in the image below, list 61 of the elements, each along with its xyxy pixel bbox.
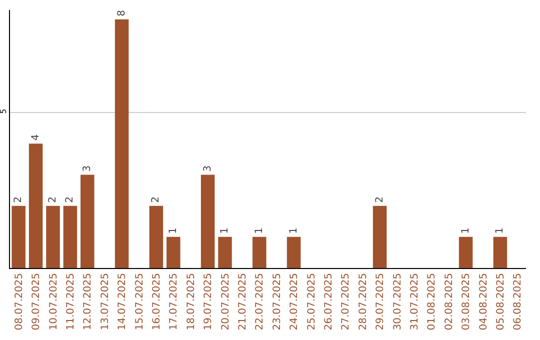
data-label: 8	[116, 10, 128, 16]
data-label: 3	[82, 165, 93, 172]
x-tick-label: 28.07.2025	[358, 273, 369, 330]
x-tick-label: 22.07.2025	[254, 273, 266, 330]
x-tick-label: 30.07.2025	[392, 273, 404, 330]
bar	[252, 236, 266, 268]
x-tick-label: 20.07.2025	[220, 273, 232, 330]
x-tick-label: 05.08.2025	[495, 273, 506, 330]
bar	[493, 236, 508, 268]
data-label: 1	[288, 228, 300, 234]
data-label: 2	[150, 196, 162, 203]
x-tick-label: 21.07.2025	[237, 273, 248, 330]
bar	[46, 206, 60, 268]
bar	[166, 236, 180, 268]
bar	[114, 19, 129, 268]
x-tick-label: 24.07.2025	[289, 273, 300, 330]
x-tick-label: 25.07.2025	[306, 273, 318, 330]
x-tick-label: 12.07.2025	[82, 273, 94, 330]
bar	[80, 174, 94, 268]
x-tick-label: 18.07.2025	[186, 273, 197, 330]
x-tick-label: 11.07.2025	[65, 273, 76, 330]
data-label: 2	[64, 196, 76, 203]
x-tick-label: 10.07.2025	[48, 273, 60, 330]
x-tick-label: 17.07.2025	[168, 273, 180, 330]
data-label: 1	[168, 228, 179, 234]
x-tick-label: 19.07.2025	[203, 273, 214, 330]
x-tick-label: 15.07.2025	[134, 273, 146, 330]
bar	[458, 236, 473, 268]
bar	[12, 206, 26, 268]
data-label: 1	[460, 228, 472, 234]
y-tick-label: 5	[0, 108, 8, 114]
x-tick-label: 08.07.2025	[14, 273, 25, 330]
x-tick-label: 06.08.2025	[512, 273, 524, 330]
bar	[286, 236, 301, 268]
x-tick-label: 29.07.2025	[375, 273, 386, 330]
x-tick-label: 31.07.2025	[409, 273, 420, 330]
data-label: 4	[30, 134, 42, 141]
data-label: 1	[220, 228, 230, 234]
bar	[372, 206, 387, 268]
data-label: 2	[13, 196, 24, 203]
x-tick-label: 23.07.2025	[272, 273, 283, 330]
data-label: 1	[254, 228, 265, 234]
bar	[28, 144, 43, 268]
data-label: 3	[202, 165, 214, 172]
bar	[149, 206, 164, 268]
x-tick-label: 27.07.2025	[340, 273, 352, 330]
x-tick-label: 26.07.2025	[323, 273, 334, 330]
data-label: 2	[48, 196, 58, 203]
x-tick-label: 14.07.2025	[117, 273, 128, 330]
x-tick-label: 09.07.2025	[31, 273, 42, 330]
bar	[200, 174, 215, 268]
x-tick-label: 02.08.2025	[444, 273, 455, 330]
bar	[218, 236, 232, 268]
bar	[63, 206, 78, 268]
data-label: 2	[374, 196, 386, 203]
x-tick-label: 03.08.2025	[461, 273, 472, 330]
x-tick-label: 13.07.2025	[100, 273, 111, 330]
x-tick-label: 01.08.2025	[426, 273, 438, 330]
x-tick-label: 04.08.2025	[478, 273, 490, 330]
x-tick-label: 16.07.2025	[151, 273, 162, 330]
data-label: 1	[494, 228, 506, 234]
